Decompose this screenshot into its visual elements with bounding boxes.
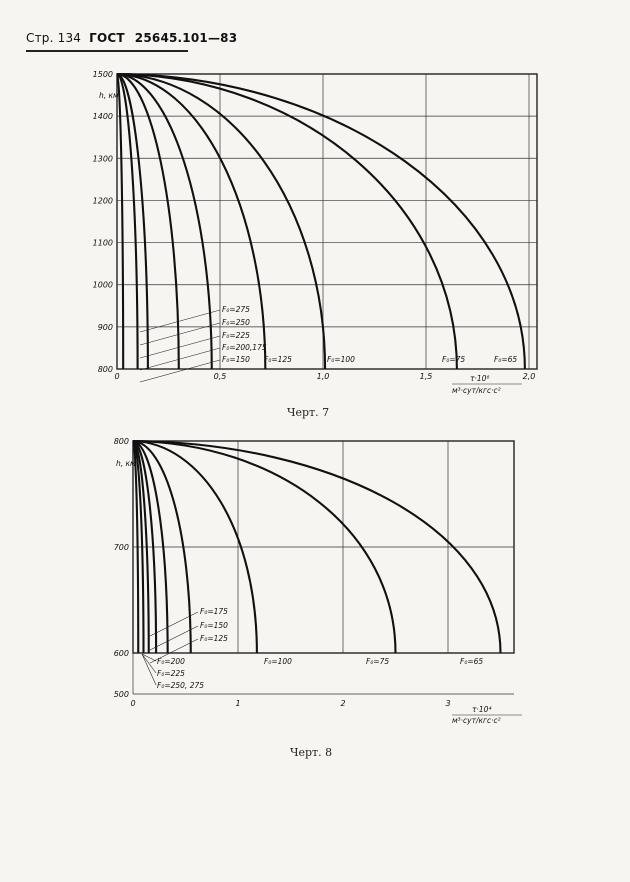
- chart-8-y-label: h, км: [116, 459, 136, 468]
- chart-8-label-leader: [149, 625, 199, 651]
- chart-7-y-tick: 1300: [93, 154, 113, 163]
- chart-7-series-label: F₀=225: [222, 331, 250, 340]
- chart-8-x-tick: 3: [445, 699, 450, 708]
- chart-7-y-tick: 900: [98, 323, 113, 332]
- chart-7-x-tick: 1,5: [420, 372, 433, 381]
- chart-7-x-tick: 2,0: [523, 372, 536, 381]
- chart-8-series-curve: [132, 439, 258, 654]
- chart-8-label-leader: [149, 611, 199, 637]
- chart-8-series-label: F₀=175: [200, 607, 228, 616]
- chart-8-label-leader: [141, 653, 157, 662]
- chart-8-y-tick: 600: [114, 649, 129, 658]
- chart-8-y-tick: 700: [114, 543, 129, 552]
- page-number: Стр. 134: [26, 31, 82, 45]
- chart-8-series-label: F₀=75: [366, 657, 389, 666]
- chart-7-series-curve: [116, 72, 180, 370]
- chart-7-series-label: F₀=250: [222, 318, 250, 327]
- page-header: Стр. 134 ГОСТ 25645.101—83: [26, 31, 237, 45]
- chart-8-series-label: F₀=225: [157, 669, 185, 678]
- chart-7-label-leader: [139, 359, 221, 383]
- chart-8-series-curve: [132, 440, 140, 654]
- chart-8-series-curve: [132, 439, 150, 654]
- chart-8-caption: Черт. 8: [290, 746, 333, 759]
- chart-8-label-leader: [149, 638, 199, 664]
- chart-8-x-tick: 0: [130, 699, 135, 708]
- chart-8-series-label: F₀=125: [200, 634, 228, 643]
- chart-7-x-tick: 0,5: [214, 372, 227, 381]
- chart-8-x-tick: 1: [235, 699, 240, 708]
- chart-7-series-label: F₀=150: [222, 355, 250, 364]
- chart-7-y-tick: 1000: [93, 281, 113, 290]
- chart-7-y-tick: 800: [98, 365, 113, 374]
- chart-7-series-curve: [116, 72, 267, 370]
- chart-7-y-tick: 1400: [93, 112, 113, 121]
- chart-7-series-curve: [116, 72, 139, 370]
- chart-8-x-tick: 2: [340, 699, 345, 708]
- chart-7-label-leader: [139, 322, 221, 346]
- chart-7-x-tick: 0: [114, 372, 119, 381]
- chart-7-series-curve: [116, 72, 526, 370]
- chart-8-series-label: F₀=150: [200, 621, 228, 630]
- chart-8-y-tick: 800: [114, 437, 129, 446]
- chart-7-frame: [116, 73, 538, 370]
- chart-8-x-label-bottom: м³·сут/кгс·с²: [452, 716, 501, 725]
- chart-7-y-tick: 1100: [93, 239, 113, 248]
- chart-7-x-label-top: τ·10⁶: [470, 374, 489, 383]
- chart-7-y-tick: 1500: [93, 70, 113, 79]
- standard-label: ГОСТ: [89, 31, 125, 45]
- chart-7-series-label: F₀=125: [264, 355, 292, 364]
- chart-7-series-curve: [116, 72, 213, 370]
- chart-7-label-leader: [139, 347, 221, 371]
- chart-7-series-curve: [115, 72, 125, 370]
- chart-7-series-curve: [116, 72, 458, 370]
- chart-8-series-curve: [132, 439, 169, 654]
- chart-8-series-curve: [132, 439, 502, 654]
- chart-8-series-curve: [132, 439, 397, 654]
- chart-8-series-curve: [132, 439, 192, 654]
- chart-7-y-tick: 1200: [93, 196, 113, 205]
- chart-7-x-tick: 1,0: [317, 372, 330, 381]
- chart-8-x-label-top: τ·10⁴: [472, 705, 491, 714]
- chart-8-y-tick: 500: [114, 690, 129, 699]
- chart-7-series-curve: [116, 72, 149, 370]
- chart-7-y-label: h, км: [99, 91, 119, 100]
- chart-7-x-label-bottom: м³·сут/кгс·с²: [452, 386, 501, 395]
- chart-8-series-label: F₀=250, 275: [157, 681, 204, 690]
- chart-8-label-leader: [141, 653, 157, 674]
- chart-7-series-label: F₀=65: [494, 355, 517, 364]
- chart-7-series-label: F₀=100: [327, 355, 355, 364]
- chart-7-series-label: F₀=200,175: [222, 343, 267, 352]
- chart-7-series-label: F₀=75: [442, 355, 465, 364]
- chart-8-label-leader: [141, 653, 157, 686]
- chart-7-caption: Черт. 7: [287, 406, 330, 419]
- chart-7-series-label: F₀=275: [222, 305, 250, 314]
- chart-7-series-curve: [116, 72, 327, 370]
- standard-number: 25645.101—83: [134, 31, 238, 45]
- chart-7-label-leader: [139, 309, 221, 333]
- header-rule: [26, 50, 188, 52]
- chart-7-label-leader: [139, 335, 221, 359]
- chart-8-series-curve: [132, 439, 158, 654]
- chart-8-series-label: F₀=100: [264, 657, 292, 666]
- chart-8-series-curve: [132, 440, 145, 654]
- chart-8-series-label: F₀=200: [157, 657, 185, 666]
- chart-8-series-label: F₀=65: [460, 657, 483, 666]
- chart-7: 800 900 1000 1100 1200 1300 1400 1500 0 0,5 1,0 1,5…: [93, 70, 538, 395]
